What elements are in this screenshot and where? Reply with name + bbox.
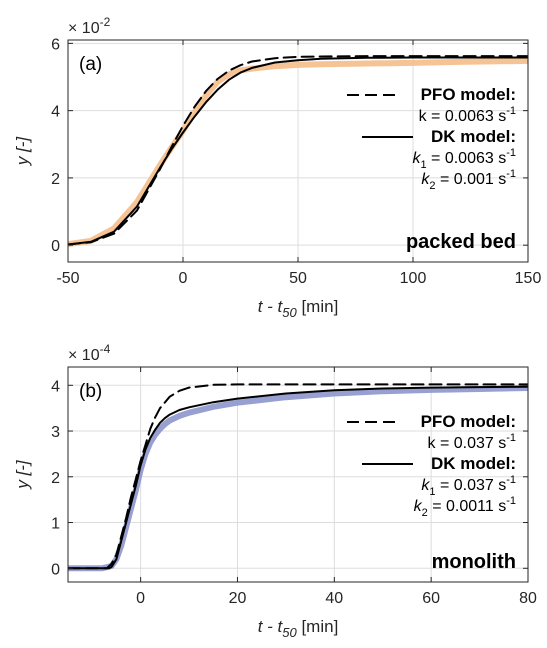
legend: PFO model:k = 0.037 s-1DK model:k1 = 0.0… [347, 412, 516, 519]
y-axis-label: y [-] [13, 136, 32, 167]
text-span: -4 [100, 342, 111, 356]
legend-dk-k2: k2 = 0.001 s-1 [421, 168, 516, 192]
text-span: 50 [282, 625, 297, 640]
x-tick-label: -50 [56, 270, 79, 287]
text-span: × 10 [68, 20, 100, 37]
text-span: = 0.037 s [436, 477, 507, 494]
x-tick-label: 50 [289, 270, 307, 287]
x-tick-label: 20 [229, 590, 247, 607]
series-line-pfo-model [68, 383, 528, 570]
legend-dk-k2: k2 = 0.0011 s-1 [414, 495, 516, 519]
y-scale-factor: × 10-2 [68, 15, 111, 37]
y-tick-label: 6 [51, 36, 60, 53]
legend: PFO model:k = 0.0063 s-1DK model:k1 = 0.… [347, 85, 516, 192]
legend-dk-k1: k1 = 0.037 s-1 [421, 474, 516, 498]
x-tick-label: 0 [179, 270, 188, 287]
panel-label: (b) [79, 381, 102, 402]
legend-dk-name: DK model: [431, 454, 516, 473]
text-span: t - t [258, 297, 284, 316]
x-tick-label: 80 [519, 590, 537, 607]
text-span: k = 0.037 s [428, 435, 507, 452]
x-tick-label: 100 [400, 270, 427, 287]
y-tick-label: 2 [51, 171, 60, 188]
legend-pfo-name: PFO model: [421, 85, 516, 104]
text-span: -1 [506, 432, 516, 444]
series-line-dk-model [68, 385, 528, 570]
text-span: k [421, 477, 430, 494]
x-axis-label: t - t50 [min] [258, 617, 339, 640]
series-line-pfo-model [68, 55, 528, 246]
x-tick-label: 0 [136, 590, 145, 607]
text-span: 1 [420, 159, 426, 171]
y-tick-label: 0 [51, 561, 60, 578]
text-span: k [412, 150, 421, 167]
panel-label: (a) [79, 54, 102, 75]
text-span: y [-] [13, 459, 32, 490]
sample-label: packed bed [406, 231, 516, 253]
text-span: 1 [429, 486, 435, 498]
x-tick-label: 150 [515, 270, 542, 287]
text-span: -2 [100, 15, 111, 29]
text-span: t - t [258, 617, 284, 636]
text-span: y [-] [13, 136, 32, 167]
legend-dk-name: DK model: [431, 127, 516, 146]
axes-frame [67, 366, 529, 583]
legend-dk-k1: k1 = 0.0063 s-1 [412, 147, 516, 171]
y-tick-label: 3 [51, 424, 60, 441]
text-span: -1 [506, 168, 516, 180]
text-span: × 10 [68, 347, 100, 364]
legend-pfo-name: PFO model: [421, 412, 516, 431]
y-tick-label: 0 [51, 238, 60, 255]
text-span: = 0.0011 s [428, 498, 506, 515]
text-span: 2 [429, 180, 435, 192]
text-span: k = 0.0063 s [419, 108, 507, 125]
y-axis-label: y [-] [13, 459, 32, 490]
x-axis-label: t - t50 [min] [258, 297, 339, 320]
text-span: [min] [297, 297, 339, 316]
text-span: -1 [506, 474, 516, 486]
text-span: k [421, 171, 430, 188]
legend-pfo-k: k = 0.0063 s-1 [419, 105, 516, 125]
plot-area [68, 367, 528, 582]
x-tick-label: 40 [325, 590, 343, 607]
x-tick-label: 60 [422, 590, 440, 607]
y-tick-label: 4 [51, 378, 60, 395]
y-scale-factor: × 10-4 [68, 342, 111, 364]
text-span: -1 [506, 495, 516, 507]
text-span: -1 [506, 105, 516, 117]
series-line-dk-model [68, 56, 528, 246]
y-tick-label: 1 [51, 516, 60, 533]
text-span: 2 [422, 507, 428, 519]
sample-label: monolith [432, 551, 516, 573]
series-line-experiment [68, 385, 528, 572]
y-tick-label: 4 [51, 104, 60, 121]
text-span: k [414, 498, 423, 515]
text-span: -1 [506, 147, 516, 159]
text-span: = 0.0063 s [427, 150, 507, 167]
legend-pfo-k: k = 0.037 s-1 [428, 432, 517, 452]
series-line-experiment [68, 57, 528, 248]
y-tick-label: 2 [51, 470, 60, 487]
text-span: = 0.001 s [436, 171, 507, 188]
text-span: [min] [297, 617, 339, 636]
text-span: 50 [282, 305, 297, 320]
